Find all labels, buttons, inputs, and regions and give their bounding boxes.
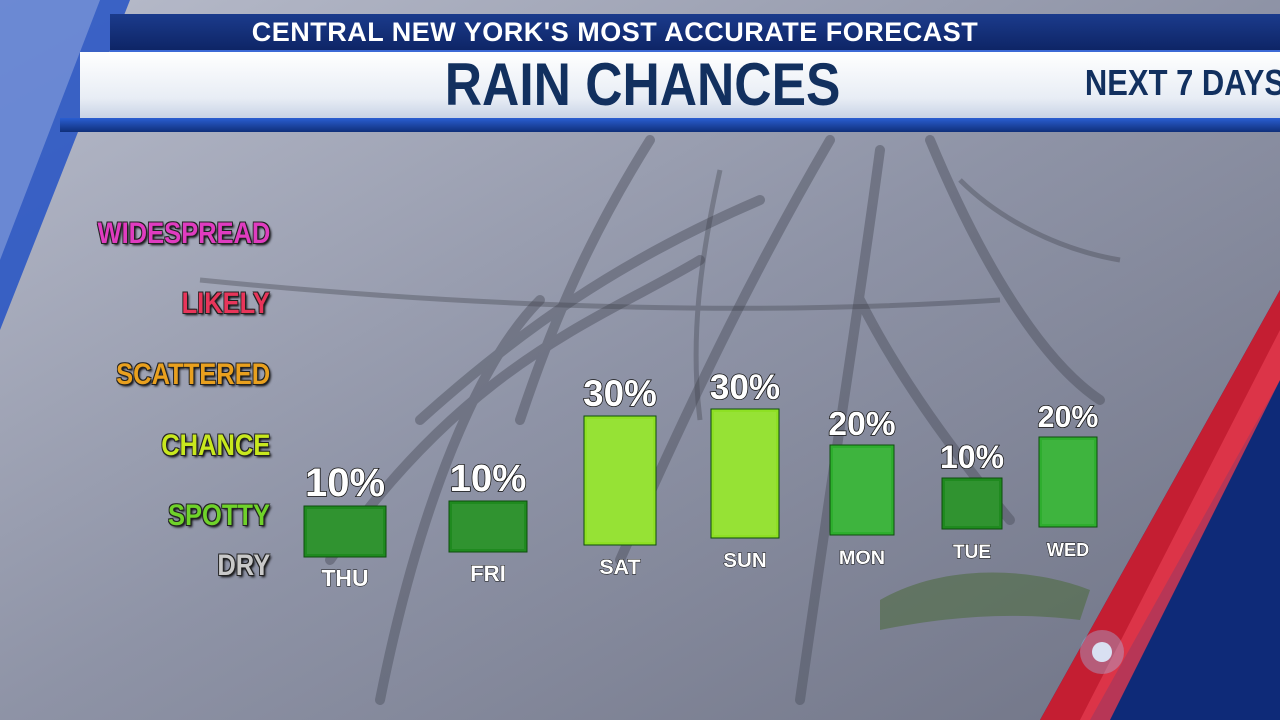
day-label-sun: SUN (723, 549, 766, 572)
bar-thu (303, 505, 387, 558)
day-label-mon: MON (839, 547, 885, 569)
bar-sun (710, 408, 780, 539)
level-label-scattered: SCATTERED (116, 358, 270, 391)
level-label-spotty: SPOTTY (167, 499, 270, 532)
value-label-wed: 20% (1038, 400, 1099, 434)
value-label-tue: 10% (940, 439, 1004, 475)
bar-sheen-mon (833, 448, 891, 532)
value-label-sat: 30% (583, 373, 657, 414)
level-label-chance: CHANCE (160, 429, 270, 462)
bar-sheen-fri (452, 504, 524, 549)
bar-wed (1038, 436, 1098, 528)
page-title: RAIN CHANCES (444, 51, 841, 118)
day-label-wed: WED (1047, 540, 1089, 560)
day-label-fri: FRI (470, 561, 506, 586)
day-label-sat: SAT (599, 555, 640, 579)
day-label-tue: TUE (953, 542, 991, 563)
value-label-sun: 30% (710, 368, 780, 407)
bar-sheen-tue (945, 481, 999, 526)
level-label-widespread: WIDESPREAD (97, 217, 270, 250)
bar-fri (448, 500, 528, 553)
banner-text: CENTRAL NEW YORK'S MOST ACCURATE FORECAS… (251, 17, 979, 47)
bar-sheen-thu (307, 509, 383, 554)
title-underline-band (60, 118, 1280, 132)
value-label-thu: 10% (305, 461, 385, 505)
day-label-thu: THU (321, 565, 368, 591)
page-subtitle: NEXT 7 DAYS (1084, 62, 1280, 103)
bar-tue (941, 477, 1003, 530)
title-bar: RAIN CHANCES NEXT 7 DAYS (80, 52, 1280, 118)
level-label-likely: LIKELY (181, 287, 270, 320)
value-label-mon: 20% (828, 406, 895, 443)
bar-sheen-wed (1042, 440, 1094, 524)
banner-bar: CENTRAL NEW YORK'S MOST ACCURATE FORECAS… (110, 14, 1280, 52)
bar-sheen-sat (587, 419, 653, 542)
level-label-dry: DRY (217, 549, 270, 582)
bar-mon (829, 444, 895, 536)
bar-sat (583, 415, 657, 546)
bar-sheen-sun (714, 412, 776, 535)
value-label-fri: 10% (450, 457, 527, 500)
